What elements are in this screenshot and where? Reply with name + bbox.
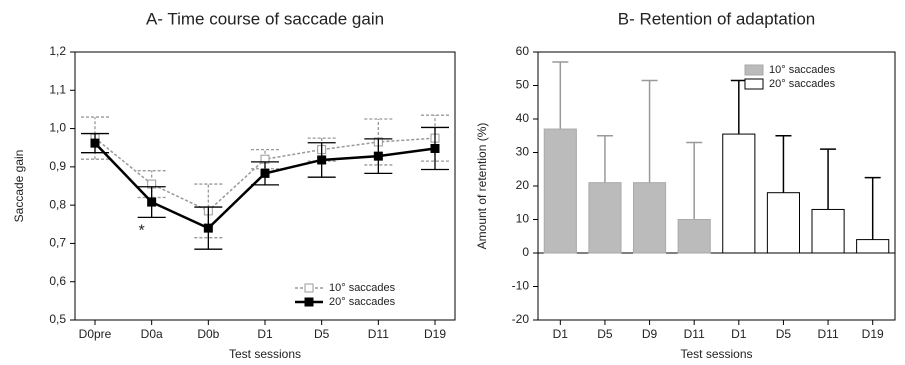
chart-title: A- Time course of saccade gain xyxy=(146,9,384,28)
legend-label: 10° saccades xyxy=(769,64,836,76)
bar xyxy=(677,219,711,254)
x-tick-label: D5 xyxy=(314,327,330,341)
chart-panel: A- Time course of saccade gain Saccade ga… xyxy=(12,9,456,361)
marker xyxy=(90,138,100,148)
x-tick-label: D1 xyxy=(731,327,747,341)
y-tick-label: 0,5 xyxy=(49,312,66,326)
y-tick-label: 1,1 xyxy=(49,82,66,96)
y-tick-label: 0,8 xyxy=(49,197,66,211)
y-tick-label: -10 xyxy=(512,279,530,293)
marker xyxy=(147,197,157,207)
x-tick-label: D1 xyxy=(257,327,273,341)
legend-marker xyxy=(304,283,314,293)
legend-swatch xyxy=(744,78,764,90)
y-tick-label: 30 xyxy=(516,145,530,159)
x-tick-label: D1 xyxy=(553,327,569,341)
y-tick-label: 0,9 xyxy=(49,159,66,173)
x-tick-label: D0b xyxy=(197,327,219,341)
x-axis-label: Test sessions xyxy=(680,347,752,361)
plot-frame xyxy=(537,51,896,321)
x-tick-label: D11 xyxy=(368,327,389,341)
bar xyxy=(811,208,845,254)
y-tick-label: 0,6 xyxy=(49,274,66,288)
x-tick-label: D19 xyxy=(862,327,884,341)
bar xyxy=(856,239,890,254)
x-tick-label: D0pre xyxy=(79,327,112,341)
y-tick-label: 40 xyxy=(516,111,530,125)
legend-label: 20° saccades xyxy=(329,296,396,308)
x-tick-label: D19 xyxy=(424,327,446,341)
chart-panel: B- Retention of adaptation Amount of rete… xyxy=(475,9,896,361)
y-tick-label: 20 xyxy=(516,178,530,192)
chart-title: B- Retention of adaptation xyxy=(618,9,816,28)
y-tick-label: 60 xyxy=(516,44,530,58)
bar xyxy=(588,182,622,254)
x-axis-label: Test sessions xyxy=(229,347,301,361)
bar xyxy=(543,128,577,254)
y-tick-label: 1,0 xyxy=(49,121,66,135)
x-tick-label: D11 xyxy=(684,327,705,341)
y-tick-label: 0,7 xyxy=(49,236,66,250)
x-tick-label: D9 xyxy=(642,327,658,341)
y-axis-label: Amount of retention (%) xyxy=(475,123,489,250)
y-axis-label: Saccade gain xyxy=(12,150,26,223)
bar xyxy=(766,192,801,254)
marker xyxy=(317,155,327,165)
x-tick-label: D11 xyxy=(818,327,839,341)
plot-frame xyxy=(74,51,456,321)
annotation: * xyxy=(139,223,145,240)
x-tick-label: D0a xyxy=(141,327,163,341)
marker xyxy=(260,168,270,178)
y-tick-label: 1,2 xyxy=(49,44,66,58)
legend-swatch xyxy=(744,64,764,76)
marker xyxy=(203,223,213,233)
legend-label: 10° saccades xyxy=(329,282,396,294)
marker xyxy=(373,151,383,161)
y-tick-label: -20 xyxy=(512,312,530,326)
y-tick-label: 0 xyxy=(522,245,529,259)
bar xyxy=(722,133,756,254)
y-tick-label: 50 xyxy=(516,78,530,92)
marker xyxy=(430,143,440,153)
x-tick-label: D5 xyxy=(776,327,792,341)
y-tick-label: 10 xyxy=(516,212,530,226)
bar xyxy=(632,182,667,254)
x-tick-label: D5 xyxy=(597,327,613,341)
legend-marker xyxy=(304,297,314,307)
legend-label: 20° saccades xyxy=(769,78,836,90)
